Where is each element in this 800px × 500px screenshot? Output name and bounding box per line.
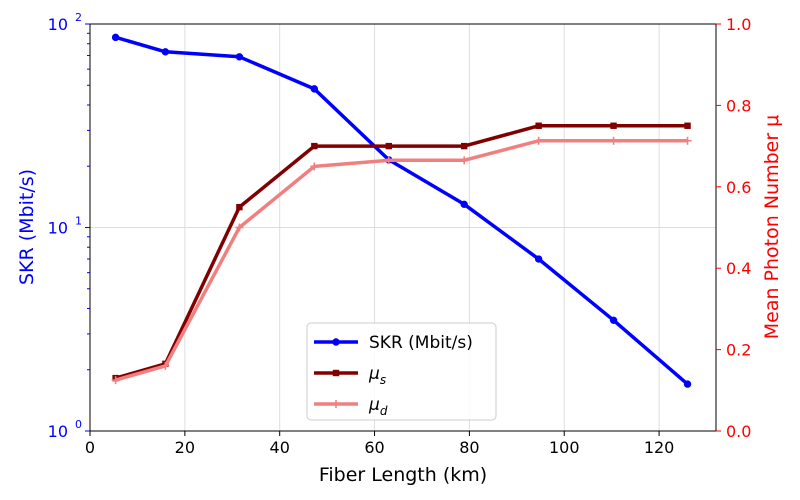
data-point-circle [460,200,468,209]
data-point-square [385,142,392,150]
y-left-tick-base: 10 [48,15,68,34]
data-point-square [311,142,318,150]
x-tick-label: 100 [549,438,580,457]
data-point-circle [310,85,319,93]
data-point-circle [235,53,244,61]
data-point-plus [683,136,692,145]
data-point-plus [332,400,340,408]
legend-box [306,322,497,421]
y-left-tick-base: 10 [48,219,68,238]
data-point-plus [235,223,244,232]
y-left-tick-label: 10 [48,219,68,238]
data-point-square [236,203,243,211]
x-tick-label: 40 [270,438,290,457]
y-left-tick-exponent: 0 [75,418,82,431]
data-point-circle [111,33,120,42]
data-point-circle [161,48,170,56]
data-point-circle [683,380,692,388]
legend-label-base: μ [368,395,380,415]
legend-label: SKR (Mbit/s) [369,333,473,353]
data-point-plus [534,136,543,145]
y-right-tick-label: 1.0 [726,15,751,34]
data-point-plus [111,376,120,385]
data-point-square [460,142,468,150]
y-left-tick-exponent: 2 [75,11,82,24]
y-right-tick-label: 0.2 [726,341,751,360]
y-left-axis-title: SKR (Mbit/s) [16,169,38,285]
legend-label-sub: s [380,373,386,387]
legend-label-sub: d [380,404,388,418]
legend-label: μd [368,395,388,418]
data-point-plus [384,156,393,165]
x-axis: 0 20 40 60 80 100 120 [85,431,674,457]
y-left-tick-base: 10 [48,422,68,441]
data-point-circle [534,255,543,263]
x-tick-label: 120 [644,438,675,457]
y-right-tick-label: 0.6 [726,178,751,197]
data-point-plus [609,136,618,145]
legend-label: μs [368,364,386,387]
y-left-tick-label: 10 [48,15,68,34]
y-right-tick-label: 0.4 [726,259,751,278]
x-tick-label: 20 [175,438,195,457]
data-point-circle [609,316,618,324]
data-point-plus [161,361,170,370]
y-right-tick-label: 0.0 [726,422,751,441]
x-axis-title: Fiber Length (km) [319,464,487,486]
data-point-square [535,122,542,129]
data-point-square [332,369,340,377]
data-point-plus [460,156,469,165]
data-point-circle [332,338,340,346]
y-left-tick-exponent: 1 [75,215,82,228]
y-right-axis: 0.0 0.2 0.4 0.6 0.8 1.0 [716,15,751,441]
y-right-axis-title: Mean Photon Number μ [761,115,783,340]
data-point-square [684,122,691,129]
y-left-tick-label: 10 [48,422,68,441]
y-left-axis: 10 0 10 1 10 2 [48,11,90,441]
y-right-tick-label: 0.8 [726,96,751,115]
x-tick-label: 0 [85,438,95,457]
data-point-square [610,122,617,129]
x-tick-label: 80 [459,438,479,457]
x-tick-label: 60 [364,438,384,457]
legend-label-base: μ [368,364,380,384]
series-2 [111,136,692,385]
series-layer [111,33,692,388]
data-point-plus [310,162,319,171]
